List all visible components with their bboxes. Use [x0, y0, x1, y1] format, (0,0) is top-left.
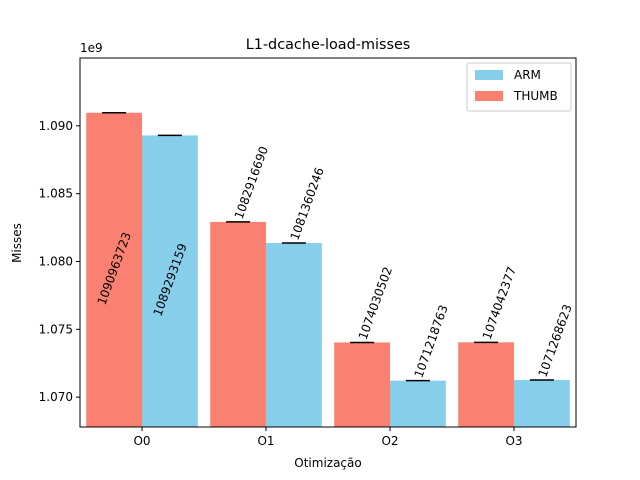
value-label-arm-o3: 1071268623 — [536, 302, 575, 379]
legend-label-arm: ARM — [514, 68, 541, 82]
y-axis-offset-label: 1e9 — [80, 41, 103, 55]
y-tick-label: 1.085 — [39, 187, 73, 201]
legend-swatch-arm — [475, 70, 503, 80]
y-tick-label: 1.075 — [39, 322, 73, 336]
legend-label-thumb: THUMB — [513, 89, 558, 103]
chart-title: L1-dcache-load-misses — [246, 37, 411, 53]
bar-arm-o0 — [142, 135, 198, 427]
bar-thumb-o1 — [210, 221, 266, 427]
legend-swatch-thumb — [475, 91, 503, 101]
x-axis-label: Otimização — [294, 456, 361, 470]
x-tick-label-o3: O3 — [505, 434, 522, 448]
value-label-arm-o2: 1071218763 — [412, 303, 451, 380]
bars-layer — [86, 112, 570, 428]
y-axis-label: Misses — [10, 223, 24, 263]
y-tick-label: 1.090 — [39, 119, 73, 133]
plot-frame — [79, 57, 577, 428]
y-ticks: 1.070 1.075 1.080 1.085 1.090 — [39, 119, 80, 404]
legend: ARM THUMB — [466, 62, 572, 112]
bar-thumb-o2 — [334, 342, 390, 427]
bar-arm-o3 — [514, 379, 570, 427]
y-tick-label: 1.080 — [39, 254, 73, 268]
x-tick-label-o2: O2 — [381, 434, 398, 448]
bar-arm-o2 — [390, 380, 446, 427]
x-ticks: O0 O1 O2 O3 — [133, 427, 523, 448]
value-label-thumb-o2: 1074030502 — [356, 265, 395, 342]
error-caps-layer — [102, 112, 554, 382]
x-tick-label-o1: O1 — [257, 434, 274, 448]
value-label-arm-o1: 1081360246 — [288, 166, 327, 243]
bar-thumb-o3 — [458, 342, 514, 427]
value-label-thumb-o3: 1074042377 — [480, 265, 519, 342]
value-label-thumb-o1: 1082916690 — [232, 144, 271, 221]
x-tick-label-o0: O0 — [133, 434, 150, 448]
bar-thumb-o0 — [86, 112, 142, 428]
y-tick-label: 1.070 — [39, 390, 73, 404]
bar-arm-o1 — [266, 243, 322, 427]
